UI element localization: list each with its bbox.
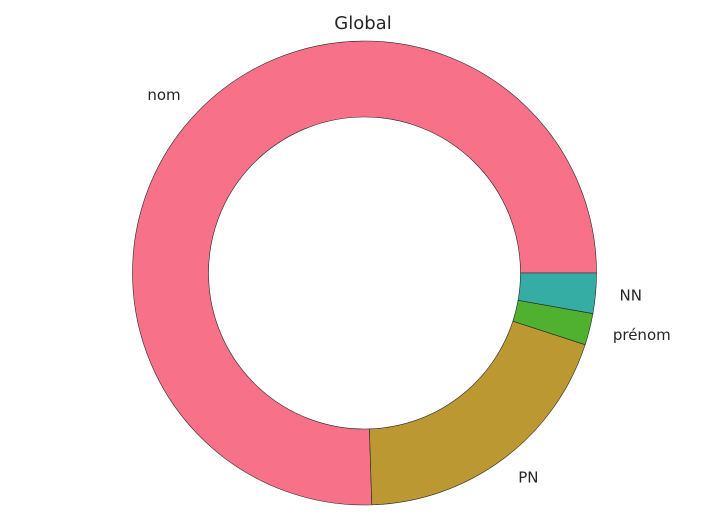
chart-title: Global xyxy=(334,13,391,34)
slice-nn xyxy=(517,272,597,314)
slice-label-nn: NN xyxy=(620,286,642,304)
slice-nom xyxy=(132,40,597,506)
slice-label-pr-nom: prénom xyxy=(613,326,671,344)
slice-pn xyxy=(369,320,586,506)
slice-label-pn: PN xyxy=(518,469,538,487)
labels-group: nom PN prénom NN xyxy=(147,86,670,487)
wedges-group xyxy=(132,40,597,506)
slice-label-nom: nom xyxy=(147,86,180,104)
